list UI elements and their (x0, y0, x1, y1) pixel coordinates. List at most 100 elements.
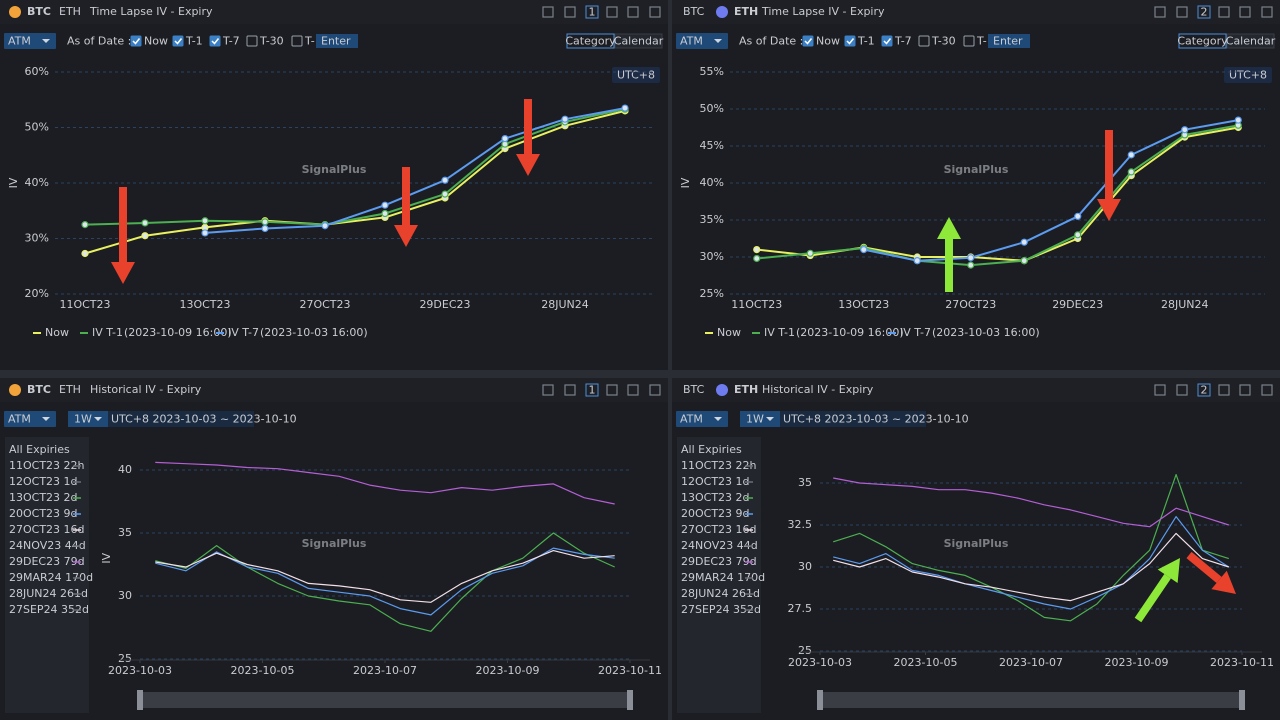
header-icon[interactable] (564, 384, 576, 396)
legend-entry[interactable]: IV T-7 (228, 326, 259, 339)
scrollbar-track[interactable] (138, 692, 632, 708)
legend-entry[interactable]: 20OCT23 9d (9, 507, 78, 520)
checkbox-label[interactable]: T-1 (185, 35, 203, 48)
legend-entry[interactable]: 27SEP24 352d (9, 603, 89, 616)
coin-tab[interactable]: BTC (27, 5, 51, 18)
header-icon[interactable] (1154, 384, 1166, 396)
checkbox[interactable] (802, 35, 814, 47)
legend-entry[interactable]: 27SEP24 352d (681, 603, 761, 616)
scrollbar-handle-right[interactable] (1239, 690, 1245, 710)
checkbox-label[interactable]: T- (304, 35, 315, 48)
legend-entry[interactable]: Now (45, 326, 69, 339)
legend-entry[interactable]: 13OCT23 2d (681, 491, 750, 504)
header-icon[interactable] (1261, 6, 1273, 18)
checkbox[interactable] (172, 35, 184, 47)
legend-entry[interactable]: 24NOV23 44d (681, 539, 758, 552)
coin-tab[interactable]: ETH (734, 383, 758, 396)
scrollbar-handle-left[interactable] (817, 690, 823, 710)
period-dropdown[interactable] (68, 411, 108, 427)
legend-entry[interactable]: 28JUN24 261d (9, 587, 88, 600)
legend-entry[interactable]: 12OCT23 1d (9, 475, 78, 488)
header-icon[interactable] (627, 384, 639, 396)
coin-tab[interactable]: ETH (59, 383, 81, 396)
legend-timestamp: (2023-10-03 16:00) (260, 326, 368, 339)
legend-entry[interactable]: 24NOV23 44d (9, 539, 86, 552)
header-icon[interactable] (649, 384, 661, 396)
period-dropdown[interactable] (740, 411, 780, 427)
view-tab[interactable] (566, 33, 615, 49)
checkbox[interactable] (918, 35, 930, 47)
checkbox-label[interactable]: T-30 (931, 35, 956, 48)
checkbox[interactable] (291, 35, 303, 47)
header-icon[interactable] (1176, 6, 1188, 18)
legend-entry[interactable]: 11OCT23 22h (9, 459, 85, 472)
view-tab[interactable] (1226, 33, 1275, 49)
legend-entry[interactable]: IV T-7 (900, 326, 931, 339)
legend-entry[interactable]: 28JUN24 261d (681, 587, 760, 600)
data-point (201, 229, 209, 237)
coin-tab[interactable]: BTC (27, 383, 51, 396)
checkbox[interactable] (881, 35, 893, 47)
date-input[interactable] (988, 34, 1030, 48)
legend-entry[interactable]: 29DEC23 79d (9, 555, 85, 568)
date-input[interactable] (316, 34, 358, 48)
coin-tab[interactable]: ETH (59, 5, 81, 18)
checkbox-label[interactable]: Now (144, 35, 168, 48)
checkbox-label[interactable]: T- (976, 35, 987, 48)
header-icon[interactable] (564, 6, 576, 18)
checkbox-label[interactable]: T-30 (259, 35, 284, 48)
view-tab-label[interactable]: Calendar (614, 35, 664, 48)
legend-entry[interactable]: Now (717, 326, 741, 339)
header-icon[interactable] (1154, 6, 1166, 18)
legend-entry[interactable]: IV T-1 (92, 326, 123, 339)
header-icon[interactable] (1261, 384, 1273, 396)
checkbox-label[interactable]: T-1 (857, 35, 875, 48)
checkbox-label[interactable]: Now (816, 35, 840, 48)
checkbox-label[interactable]: T-7 (894, 35, 912, 48)
checkbox[interactable] (209, 35, 221, 47)
view-tab-label[interactable]: Category (1177, 35, 1228, 48)
legend-entry[interactable]: 29MAR24 170d (681, 571, 765, 584)
mode-dropdown[interactable] (4, 33, 56, 49)
header-icon[interactable] (649, 6, 661, 18)
legend-entry[interactable]: 29MAR24 170d (9, 571, 93, 584)
coin-tab[interactable]: ETH (734, 5, 758, 18)
header-icon[interactable] (1218, 384, 1230, 396)
mode-dropdown[interactable] (676, 33, 728, 49)
view-tab[interactable] (1178, 33, 1227, 49)
checkbox-label[interactable]: T-7 (222, 35, 240, 48)
header-icon[interactable] (606, 384, 618, 396)
view-tab[interactable] (614, 33, 663, 49)
header-icon[interactable] (1218, 6, 1230, 18)
checkbox[interactable] (844, 35, 856, 47)
legend-entry[interactable]: 11OCT23 22h (681, 459, 757, 472)
panel-title: Historical IV - Expiry (90, 383, 202, 396)
legend-entry[interactable]: 29DEC23 79d (681, 555, 757, 568)
header-icon[interactable] (606, 6, 618, 18)
mode-dropdown[interactable] (4, 411, 56, 427)
scrollbar-handle-left[interactable] (137, 690, 143, 710)
coin-tab[interactable]: BTC (683, 5, 705, 18)
header-icon[interactable] (1239, 384, 1251, 396)
checkbox[interactable] (130, 35, 142, 47)
view-tab-label[interactable]: Calendar (1226, 35, 1276, 48)
header-icon[interactable] (1239, 6, 1251, 18)
legend-entry[interactable]: IV T-1 (764, 326, 795, 339)
scrollbar-handle-right[interactable] (627, 690, 633, 710)
header-icon[interactable] (542, 384, 554, 396)
x-tick-label: 27OCT23 (945, 298, 996, 311)
legend-entry[interactable]: 27OCT23 16d (681, 523, 757, 536)
legend-entry[interactable]: 20OCT23 9d (681, 507, 750, 520)
checkbox[interactable] (246, 35, 258, 47)
mode-dropdown[interactable] (676, 411, 728, 427)
legend-entry[interactable]: 13OCT23 2d (9, 491, 78, 504)
header-icon[interactable] (542, 6, 554, 18)
view-tab-label[interactable]: Category (565, 35, 616, 48)
checkbox[interactable] (963, 35, 975, 47)
header-icon[interactable] (627, 6, 639, 18)
scrollbar-track[interactable] (818, 692, 1244, 708)
header-icon[interactable] (1176, 384, 1188, 396)
legend-entry[interactable]: 27OCT23 16d (9, 523, 85, 536)
legend-entry[interactable]: 12OCT23 1d (681, 475, 750, 488)
coin-tab[interactable]: BTC (683, 383, 705, 396)
